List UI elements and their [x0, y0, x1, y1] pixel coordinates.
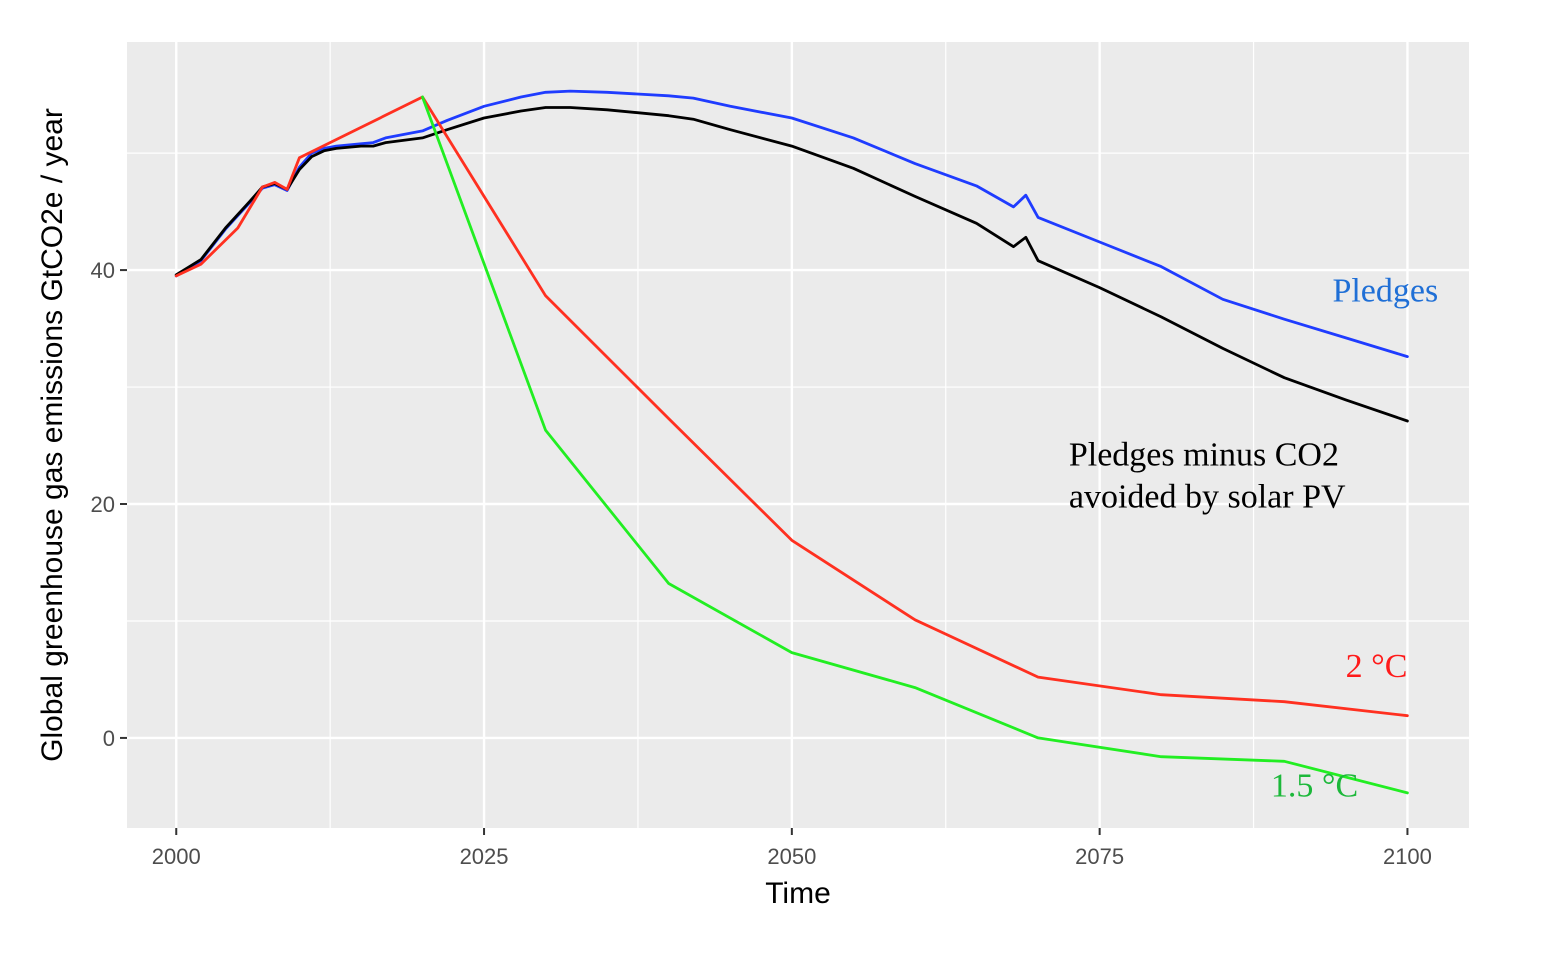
series-line-2: [174, 95, 1409, 718]
y-axis-ticks: 0 20 40: [91, 258, 127, 751]
plot-panel: [127, 42, 1469, 828]
y-tick-label: 40: [91, 258, 115, 283]
series-annotation-0: Pledges: [1332, 273, 1438, 310]
y-axis-title: Global greenhouse gas emissions GtCO2e /…: [36, 108, 69, 762]
x-axis-title: Time: [765, 877, 831, 910]
series-annotations: Pledges Pledges minus CO2 avoided by solar…: [1069, 273, 1438, 805]
x-axis-ticks: 2000 2025 2050 2075 2100: [152, 828, 1432, 869]
y-tick-label: 20: [91, 492, 115, 517]
series-annotation-2: 2 °C: [1346, 648, 1408, 685]
series-line-3: [421, 95, 1409, 795]
x-tick-label: 2025: [460, 844, 509, 869]
series-annotation-1: Pledges minus CO2 avoided by solar PV: [1069, 436, 1346, 515]
major-gridlines: [127, 42, 1469, 828]
series-annotation-3: 1.5 °C: [1271, 767, 1358, 804]
series-lines: [174, 89, 1409, 795]
x-tick-label: 2075: [1075, 844, 1124, 869]
series-annotation-line: avoided by solar PV: [1069, 478, 1346, 515]
series-annotation-line: Pledges minus CO2: [1069, 436, 1339, 473]
y-tick-label: 0: [103, 726, 115, 751]
minor-gridlines: [127, 42, 1469, 828]
x-tick-label: 2050: [767, 844, 816, 869]
x-tick-label: 2100: [1383, 844, 1432, 869]
x-tick-label: 2000: [152, 844, 201, 869]
